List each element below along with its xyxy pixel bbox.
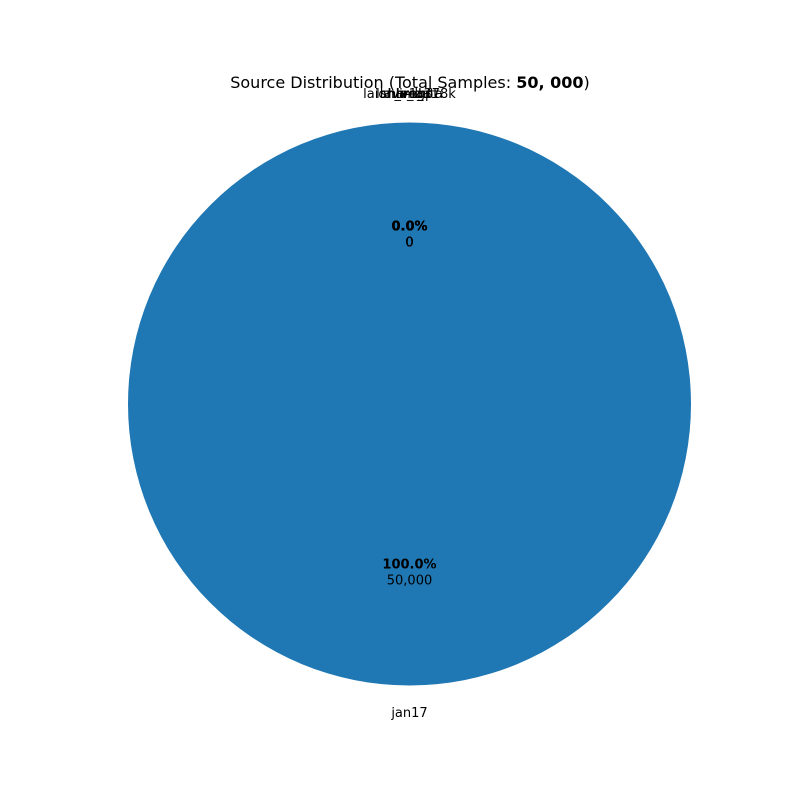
chart-title-prefix: Source Distribution (Total Samples: [230,73,516,92]
slice-label-llava-data: llava_data [376,87,443,102]
slice-count-hh-rlhf: 0 [405,236,413,251]
slice-count-lima: 0 [405,236,413,251]
slice-label-sharegpt: sharegpt [381,87,439,102]
slice-label-jan17: jan17 [390,706,427,721]
chart-title-suffix: ) [584,73,590,92]
slice-percent-jan17: 100.0% [382,557,436,572]
pie-slices [128,122,691,686]
slice-percent-lima: 0.0% [391,220,427,235]
slice-count-jan17: 50,000 [387,573,433,588]
chart-title: Source Distribution (Total Samples: 50, … [230,73,590,92]
slice-percent-sharegpt: 0.0% [391,220,427,235]
slice-label-lima: lima [396,87,424,102]
slice-label-laion-v1-378k: laion_v1_378k [363,87,456,102]
chart-title-total: 50, 000 [516,73,583,92]
slice-count-llava-data: 0 [405,236,413,251]
slice-percent-hh-rlhf: 0.0% [391,220,427,235]
pie-labels: jan17100.0%50,000hh-rlhf0.0%0llava_data0… [363,87,456,721]
slice-count-laion-v1-378k: 0 [405,236,413,251]
pie-slice-jan17 [128,122,691,686]
slice-count-sharegpt: 0 [405,236,413,251]
slice-percent-llava-data: 0.0% [391,220,427,235]
slice-percent-laion-v1-378k: 0.0% [391,220,427,235]
slice-label-hh-rlhf: hh-rlhf [388,87,431,102]
